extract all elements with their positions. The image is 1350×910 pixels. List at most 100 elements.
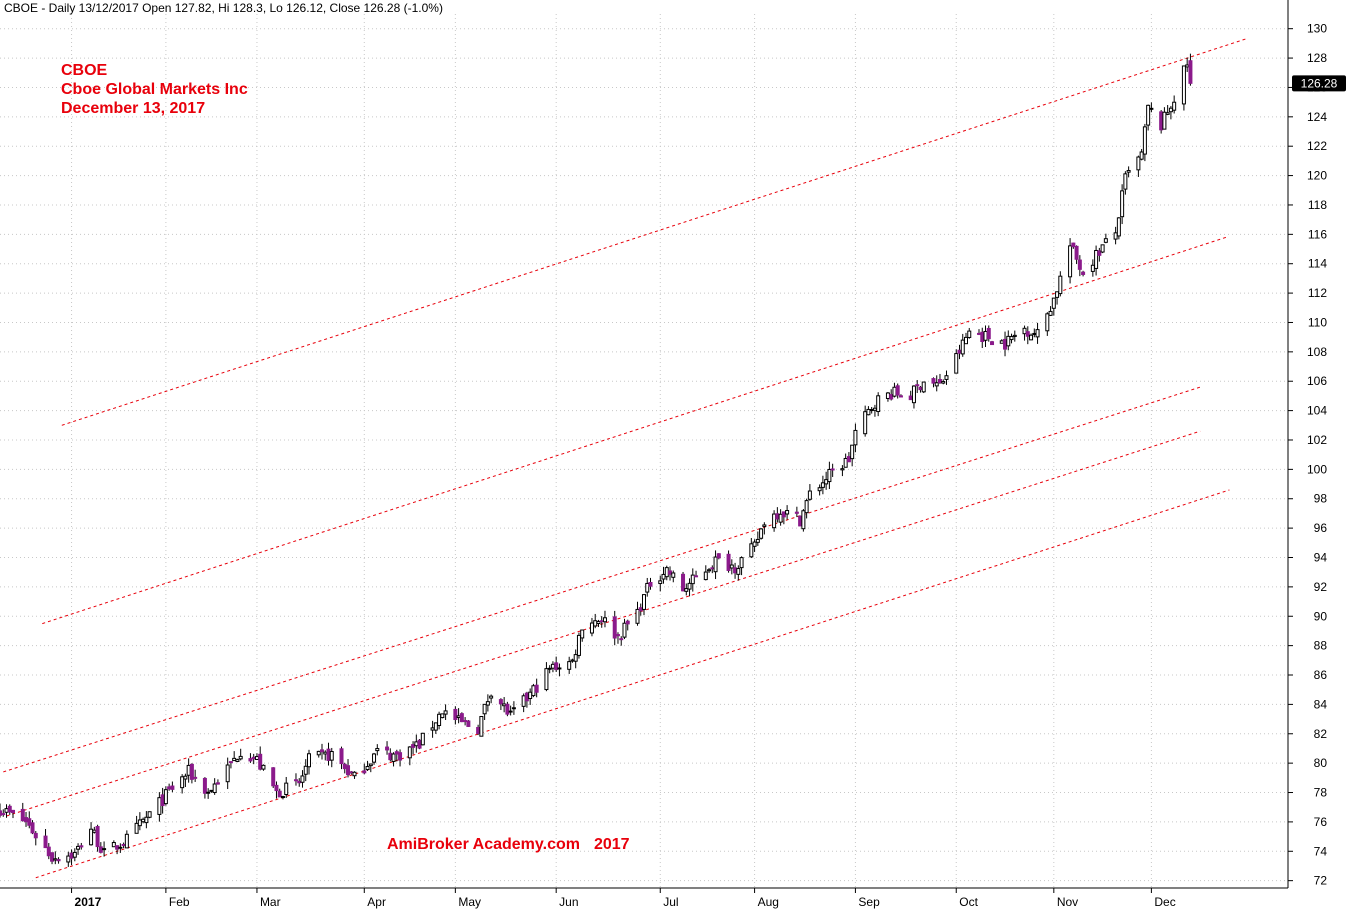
candle-body xyxy=(92,829,97,833)
candle-body xyxy=(1058,275,1063,295)
y-tick-label: 94 xyxy=(1314,550,1328,564)
candlestick-series xyxy=(0,53,1193,867)
y-tick-label: 88 xyxy=(1314,639,1328,653)
candle-body xyxy=(1136,156,1141,171)
candle-body xyxy=(193,776,198,779)
candle-body xyxy=(1100,244,1105,253)
candle-body xyxy=(1032,332,1037,335)
candle-body xyxy=(7,805,12,813)
candle-body xyxy=(251,756,256,760)
candle-body xyxy=(303,765,308,775)
candle-body xyxy=(570,659,575,662)
candle-body xyxy=(986,327,991,340)
candle-body xyxy=(931,378,936,384)
y-tick-label: 82 xyxy=(1314,727,1328,741)
candle-body xyxy=(921,381,926,393)
candle-body xyxy=(238,755,243,760)
candle-body xyxy=(24,817,29,823)
candle-body xyxy=(349,771,354,774)
candle-body xyxy=(50,852,55,862)
candle-body xyxy=(661,573,666,580)
candle-body xyxy=(817,487,822,492)
candle-body xyxy=(895,385,900,396)
candle-body xyxy=(121,843,126,846)
y-tick-label: 76 xyxy=(1314,815,1328,829)
candle-body xyxy=(212,783,217,794)
candle-body xyxy=(277,790,282,798)
x-tick-label: 2017 xyxy=(75,895,102,909)
candle-body xyxy=(95,826,100,848)
candle-body xyxy=(915,384,920,387)
candle-body xyxy=(804,500,809,514)
candle-body xyxy=(388,752,393,761)
candle-body xyxy=(206,791,211,794)
candle-body xyxy=(43,835,48,849)
candle-body xyxy=(990,341,995,346)
candle-body xyxy=(615,634,620,637)
candle-body xyxy=(749,543,754,558)
candle-body xyxy=(954,353,959,374)
candle-body xyxy=(635,608,640,624)
candle-body xyxy=(1009,336,1014,341)
candle-body xyxy=(1188,60,1193,84)
candle-body xyxy=(443,710,448,715)
candle-body xyxy=(781,511,786,518)
candle-body xyxy=(284,782,289,795)
candle-body xyxy=(824,479,829,485)
candle-body xyxy=(209,789,214,792)
candle-body xyxy=(1113,232,1118,240)
y-tick-label: 80 xyxy=(1314,756,1328,770)
candle-body xyxy=(1035,329,1040,338)
candle-body xyxy=(115,845,120,850)
candle-body xyxy=(4,808,9,813)
candle-body xyxy=(983,330,988,341)
y-tick-label: 86 xyxy=(1314,668,1328,682)
candle-body xyxy=(124,833,129,849)
candle-body xyxy=(339,748,344,765)
candle-body xyxy=(11,809,16,814)
trend-line xyxy=(3,386,1201,773)
candle-body xyxy=(736,568,741,575)
candle-body xyxy=(414,741,419,747)
candle-body xyxy=(102,848,107,851)
candle-body xyxy=(710,567,715,570)
y-tick-label: 124 xyxy=(1307,110,1327,124)
candle-body xyxy=(134,822,139,834)
candle-body xyxy=(189,763,194,780)
candle-body xyxy=(1146,104,1151,126)
candle-body xyxy=(157,797,162,815)
annotation-ticker: CBOE xyxy=(61,62,108,79)
candle-body xyxy=(1139,151,1144,160)
candle-body xyxy=(306,753,311,768)
candle-body xyxy=(1012,334,1017,337)
y-tick-label: 128 xyxy=(1307,51,1327,65)
candle-body xyxy=(1162,111,1167,130)
candle-body xyxy=(690,574,695,585)
candle-body xyxy=(918,386,923,391)
candle-body xyxy=(489,695,494,699)
candle-body xyxy=(300,775,305,783)
candle-body xyxy=(53,858,58,861)
y-tick-label: 78 xyxy=(1314,786,1328,800)
candle-body xyxy=(1025,331,1030,337)
candle-body xyxy=(375,748,380,752)
y-tick-label: 74 xyxy=(1314,844,1328,858)
x-tick-label: Jun xyxy=(559,895,578,909)
candle-body xyxy=(297,780,302,784)
candle-body xyxy=(79,845,84,848)
candle-body xyxy=(72,851,77,858)
y-tick-label: 118 xyxy=(1308,198,1327,212)
candle-body xyxy=(801,510,806,530)
candle-body xyxy=(668,570,673,575)
candle-body xyxy=(694,575,699,578)
candle-body xyxy=(550,663,555,669)
x-tick-label: Oct xyxy=(959,895,978,909)
candle-body xyxy=(885,392,890,399)
candle-body xyxy=(368,763,373,767)
candle-body xyxy=(1003,338,1008,350)
candle-body xyxy=(999,340,1004,344)
candle-body xyxy=(1159,111,1164,131)
candle-body xyxy=(638,607,643,612)
candle-body xyxy=(186,764,191,776)
